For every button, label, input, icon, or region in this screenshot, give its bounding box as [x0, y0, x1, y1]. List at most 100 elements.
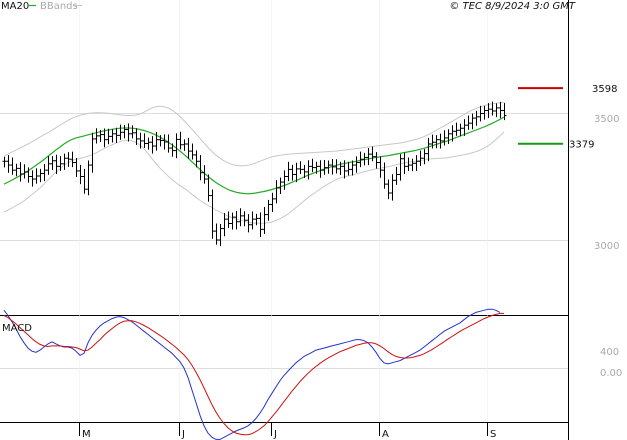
price-bar: [430, 134, 435, 149]
price-bar: [310, 158, 315, 173]
legend-bbands: BBands: [40, 1, 78, 12]
price-bar: [158, 135, 163, 147]
price-bar: [478, 105, 483, 122]
price-bar: [38, 168, 43, 183]
macd-tick-label: 0.00: [600, 368, 622, 379]
price-bar: [290, 164, 295, 181]
price-bar: [238, 208, 243, 227]
price-bar: [434, 135, 439, 149]
price-bar: [250, 211, 255, 230]
price-axis-labels: 3000 3500: [594, 114, 619, 252]
price-bar: [494, 103, 499, 118]
price-bar: [258, 212, 263, 237]
price-bar: [182, 139, 187, 151]
price-bar: [362, 152, 367, 166]
price-bar: [14, 163, 19, 177]
price-bar: [18, 162, 23, 182]
price-bar: [470, 113, 475, 130]
price-bar: [374, 152, 379, 169]
date-tick-label: S: [490, 429, 496, 440]
price-bar: [474, 110, 479, 126]
price-bar: [62, 153, 67, 170]
price-bar: [234, 211, 239, 230]
copyright-timestamp: © TEC 8/9/2024 3:0 GMT: [449, 1, 576, 12]
level-label: 3598: [592, 84, 617, 95]
price-bar: [114, 127, 119, 143]
price-bar: [178, 131, 183, 150]
price-bar: [82, 168, 87, 194]
price-bar: [206, 174, 211, 202]
price-bar: [490, 101, 495, 116]
price-bar: [390, 174, 395, 201]
price-bar: [354, 156, 359, 173]
price-bar: [122, 124, 127, 139]
price-bar: [274, 180, 279, 204]
price-bar: [58, 156, 63, 171]
price-bar: [90, 132, 95, 173]
price-bar: [318, 160, 323, 178]
price-bar: [306, 160, 311, 180]
price-bar: [86, 160, 91, 196]
date-tick-label: J: [273, 429, 277, 440]
price-bar: [246, 214, 251, 233]
price-bar: [150, 136, 155, 154]
price-bar: [346, 161, 351, 176]
price-bar: [366, 148, 371, 166]
price-bar: [22, 164, 27, 179]
price-bar: [34, 168, 39, 184]
price-bar: [302, 164, 307, 179]
price-bar: [106, 128, 111, 145]
price-bar: [166, 134, 171, 153]
price-bar: [294, 162, 299, 183]
date-tick-label: M: [82, 429, 91, 440]
price-bar: [454, 122, 459, 136]
price-bar: [218, 223, 223, 247]
price-bar: [410, 158, 415, 172]
price-bar: [422, 149, 427, 165]
macd-line: [3, 308, 501, 440]
price-bar: [142, 133, 147, 149]
price-bar: [358, 151, 363, 168]
price-bar: [170, 143, 175, 157]
price-bar: [146, 137, 151, 150]
price-bar: [350, 160, 355, 176]
price-bar: [414, 155, 419, 171]
price-bar: [6, 155, 11, 173]
price-bar: [174, 133, 179, 159]
level-markers: 3598 3379: [518, 84, 617, 151]
price-bar: [298, 161, 303, 174]
price-bar: [446, 129, 451, 144]
price-tick-label: 3000: [594, 241, 619, 252]
price-bar: [450, 125, 455, 142]
price-bar: [322, 159, 327, 175]
price-bar: [138, 132, 143, 149]
price-bar: [482, 105, 487, 120]
bband-upper-line: [3, 101, 505, 167]
price-bar: [214, 223, 219, 245]
price-bar: [370, 146, 375, 162]
price-bar: [326, 160, 331, 174]
price-bar: [438, 133, 443, 149]
price-bar: [50, 156, 55, 170]
price-bar: [286, 161, 291, 182]
price-bar: [270, 192, 275, 213]
gridlines: [0, 0, 568, 436]
price-bar: [338, 161, 343, 175]
price-bar: [262, 206, 267, 234]
price-bar: [314, 161, 319, 174]
price-bar: [202, 165, 207, 184]
price-bar: [70, 151, 75, 168]
price-bar: [66, 152, 71, 167]
price-bar: [198, 155, 203, 181]
price-bar: [386, 179, 391, 200]
macd-title: MACD: [2, 323, 32, 334]
price-bar: [26, 167, 31, 183]
price-bar: [130, 125, 135, 139]
price-bar: [110, 129, 115, 143]
price-bar: [2, 156, 7, 168]
price-bar: [42, 164, 47, 182]
price-bar: [330, 158, 335, 175]
price-bar: [154, 132, 159, 151]
legend-ma20: MA20: [1, 1, 29, 12]
